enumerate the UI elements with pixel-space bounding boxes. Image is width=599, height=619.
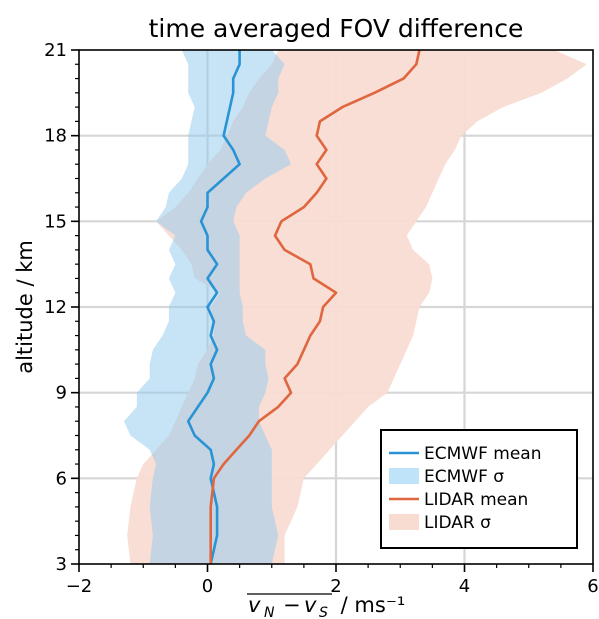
y-tick-label-5: 18 xyxy=(44,126,67,147)
lidar-mean-line xyxy=(209,50,421,564)
svg-text:−: − xyxy=(283,593,301,617)
y-tick-label-3: 12 xyxy=(44,297,67,318)
y-tick-label-0: 3 xyxy=(56,554,67,575)
legend-label-1: ECMWF σ xyxy=(424,467,504,487)
legend: ECMWF mean ECMWF σ LIDAR mean LIDAR σ xyxy=(380,429,578,549)
y-tick-label-2: 9 xyxy=(56,383,67,404)
legend-swatch-3 xyxy=(389,514,419,530)
y-tick-label-6: 21 xyxy=(44,40,67,61)
y-axis-label: altitude / km xyxy=(13,240,37,374)
x-tick-label-1: 0 xyxy=(202,576,213,597)
svg-text:v: v xyxy=(248,593,261,617)
svg-text:v: v xyxy=(304,593,317,617)
y-ticks: 3 6 9 12 15 18 21 xyxy=(44,40,79,575)
lines xyxy=(186,50,421,564)
x-ticks: −2 0 2 4 6 xyxy=(66,564,599,597)
legend-label-2: LIDAR mean xyxy=(424,490,528,510)
svg-text:S: S xyxy=(319,605,328,619)
x-tick-label-0: −2 xyxy=(66,576,93,597)
chart-title: time averaged FOV difference xyxy=(149,14,524,43)
x-tick-label-4: 6 xyxy=(587,576,598,597)
svg-text:N: N xyxy=(264,605,275,619)
legend-swatch-1 xyxy=(389,468,419,484)
x-tick-label-3: 4 xyxy=(459,576,470,597)
y-tick-label-1: 6 xyxy=(56,468,67,489)
x-tick-label-2: 2 xyxy=(330,576,341,597)
svg-text:/ ms⁻¹: / ms⁻¹ xyxy=(334,593,405,617)
y-tick-label-4: 15 xyxy=(44,211,67,232)
legend-label-3: LIDAR σ xyxy=(424,513,491,533)
legend-label-0: ECMWF mean xyxy=(424,444,541,464)
x-axis-label: v N − v S / ms⁻¹ xyxy=(247,593,405,619)
ecmwf-mean-line xyxy=(186,50,241,564)
